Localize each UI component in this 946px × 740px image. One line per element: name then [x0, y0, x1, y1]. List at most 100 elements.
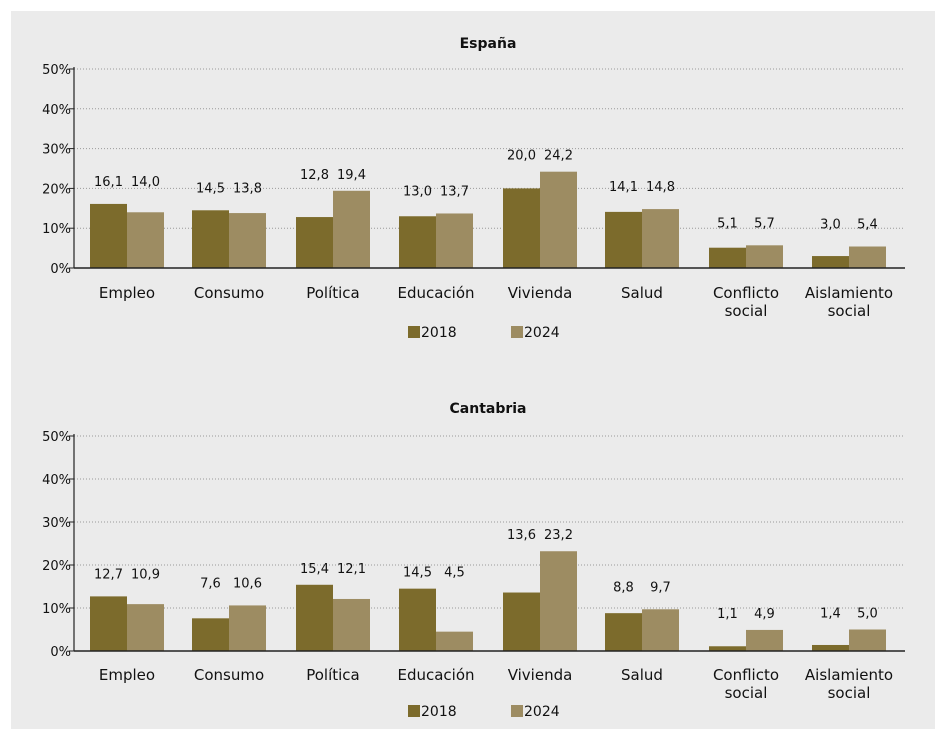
- data-label: 10,6: [233, 576, 262, 591]
- legend-swatch-2018: [408, 326, 420, 338]
- category-label: Conflicto social: [713, 284, 779, 320]
- data-label: 23,2: [544, 528, 573, 543]
- data-label: 3,0: [820, 218, 841, 233]
- y-tick-label: 10%: [42, 602, 71, 617]
- chart-title: Cantabria: [450, 401, 527, 417]
- bar-2018-politica: [296, 217, 333, 268]
- category-label: Salud: [621, 666, 663, 684]
- data-label: 19,4: [337, 168, 366, 183]
- y-tick-label: 50%: [42, 63, 71, 78]
- data-label: 5,1: [717, 216, 738, 231]
- chart-espana: España 0% 10% 20% 30% 40% 50% 16,1 14,5 12,8 13,0 2…: [42, 36, 905, 341]
- bar-2018-educacion: [399, 216, 436, 268]
- data-label: 14,5: [196, 181, 225, 196]
- bar-2018-educacion: [399, 588, 436, 651]
- y-tick-label: 40%: [42, 103, 71, 118]
- category-label: Vivienda: [508, 666, 573, 684]
- data-label: 14,5: [403, 566, 432, 581]
- data-label: 5,7: [754, 216, 775, 231]
- chart-cantabria: Cantabria 0% 10% 20% 30% 40% 50% 12,7 7,6 15,4 14,…: [42, 401, 905, 720]
- bar-2024-consumo: [229, 605, 266, 651]
- category-label: Vivienda: [508, 284, 573, 302]
- legend-swatch-2018: [408, 705, 420, 717]
- data-label: 5,0: [857, 607, 878, 622]
- bar-2018-conflicto: [709, 247, 746, 268]
- category-label: Conflicto social: [713, 666, 779, 702]
- data-label: 24,2: [544, 149, 573, 164]
- data-label: 14,0: [131, 175, 160, 190]
- bar-2024-conflicto: [746, 245, 783, 268]
- data-label: 13,0: [403, 184, 432, 199]
- data-label: 8,8: [613, 580, 634, 595]
- bar-2024-empleo: [127, 212, 164, 268]
- chart-panel: España 0% 10% 20% 30% 40% 50% 16,1 14,5 12,8 13,0 2…: [11, 11, 935, 729]
- bar-2024-vivienda: [540, 171, 577, 268]
- bar-2024-vivienda: [540, 551, 577, 651]
- y-tick-label: 10%: [42, 222, 71, 237]
- data-label: 15,4: [300, 562, 329, 577]
- category-label: Aislamiento social: [805, 284, 893, 320]
- bar-2018-aislamiento: [812, 256, 849, 268]
- data-label: 12,8: [300, 168, 329, 183]
- legend-label: 2018: [421, 325, 457, 341]
- data-label: 1,1: [717, 607, 738, 622]
- category-label: Educación: [397, 284, 474, 302]
- category-label: Educación: [397, 666, 474, 684]
- bar-2024-educacion: [436, 631, 473, 651]
- bar-2018-conflicto: [709, 646, 746, 651]
- y-tick-label: 20%: [42, 182, 71, 197]
- bar-2024-aislamiento: [849, 629, 886, 651]
- bar-2018-empleo: [90, 596, 127, 651]
- data-label: 14,1: [609, 180, 638, 195]
- data-label: 12,1: [337, 562, 366, 577]
- data-label: 10,9: [131, 567, 160, 582]
- category-label: Empleo: [99, 666, 155, 684]
- bar-2024-salud: [642, 209, 679, 268]
- bar-2024-consumo: [229, 213, 266, 268]
- category-label: Aislamiento social: [805, 666, 893, 702]
- legend-swatch-2024: [511, 326, 523, 338]
- y-tick-label: 0%: [50, 262, 71, 277]
- data-label: 7,6: [200, 576, 221, 591]
- data-label: 14,8: [646, 180, 675, 195]
- bar-2018-consumo: [192, 618, 229, 651]
- bar-2018-aislamiento: [812, 644, 849, 651]
- data-label: 1,4: [820, 607, 841, 622]
- bar-2018-salud: [605, 211, 642, 268]
- data-label: 9,7: [650, 580, 671, 595]
- data-label: 16,1: [94, 175, 123, 190]
- data-label: 13,6: [507, 528, 536, 543]
- y-tick-label: 30%: [42, 516, 71, 531]
- data-label: 5,4: [857, 218, 878, 233]
- data-label: 13,7: [440, 184, 469, 199]
- data-label: 20,0: [507, 149, 536, 164]
- bar-2018-salud: [605, 613, 642, 651]
- category-label: Política: [306, 284, 360, 302]
- y-tick-label: 30%: [42, 143, 71, 158]
- bar-2018-empleo: [90, 203, 127, 268]
- bar-2018-politica: [296, 584, 333, 651]
- bar-2024-politica: [333, 190, 370, 268]
- charts-svg: España 0% 10% 20% 30% 40% 50% 16,1 14,5 12,8 13,0 2…: [42, 36, 905, 720]
- category-label: Consumo: [194, 666, 264, 684]
- legend-label: 2024: [524, 704, 560, 720]
- y-tick-label: 40%: [42, 473, 71, 488]
- data-label: 4,9: [754, 607, 775, 622]
- bar-2024-salud: [642, 609, 679, 651]
- bar-2024-politica: [333, 598, 370, 651]
- y-tick-label: 20%: [42, 559, 71, 574]
- bar-2024-aislamiento: [849, 246, 886, 268]
- legend-label: 2024: [524, 325, 560, 341]
- chart-title: España: [460, 36, 517, 52]
- bar-2018-vivienda: [503, 592, 540, 651]
- y-tick-label: 0%: [50, 645, 71, 660]
- legend: 2018 2024: [408, 325, 560, 341]
- category-label: Política: [306, 666, 360, 684]
- bar-2018-vivienda: [503, 188, 540, 268]
- y-tick-label: 50%: [42, 430, 71, 445]
- category-label: Consumo: [194, 284, 264, 302]
- bar-2024-educacion: [436, 213, 473, 268]
- legend-swatch-2024: [511, 705, 523, 717]
- bar-2024-empleo: [127, 604, 164, 651]
- bar-2024-conflicto: [746, 629, 783, 651]
